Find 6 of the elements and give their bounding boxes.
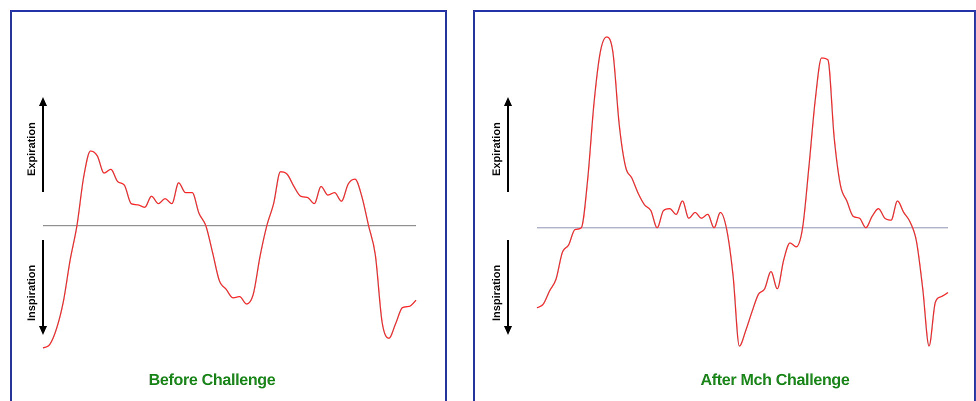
text: Inspiration (491, 263, 503, 323)
text: Expiration (26, 122, 38, 178)
text: Before Challenge (148, 372, 276, 390)
text: Inspiration (26, 263, 38, 323)
text: Expiration (491, 122, 503, 178)
text: After Mch Challenge (700, 372, 850, 390)
